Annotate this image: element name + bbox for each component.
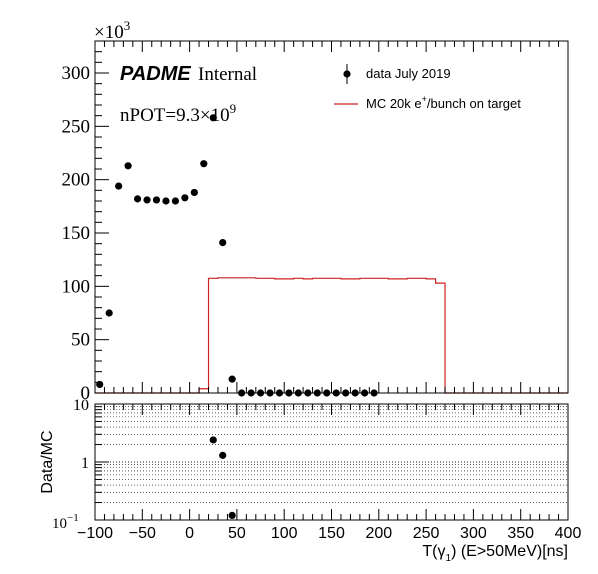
xtick-label: −100 (77, 525, 113, 542)
ratio-point (219, 451, 227, 459)
x-axis-label: T(γ1) (E>50MeV)[ns] (422, 543, 568, 564)
padme-label: PADME (120, 63, 191, 85)
xtick-label: 200 (365, 525, 392, 542)
xtick-label: −50 (129, 525, 156, 542)
data-point (209, 114, 217, 122)
xtick-label: 150 (318, 525, 345, 542)
main-ytick-label: 100 (62, 276, 91, 297)
ratio-point (209, 436, 217, 444)
data-points-group (96, 114, 378, 397)
ratio-ytick-label: 10 (73, 397, 89, 414)
data-point (219, 239, 227, 247)
ratio-ylabel: Data/MC (39, 430, 56, 493)
npot-label: nPOT=9.3×109 (120, 101, 236, 126)
data-point (171, 197, 180, 205)
legend-data-marker (343, 70, 351, 78)
data-point (162, 197, 170, 205)
legend-entry-mc: MC 20k e+/bunch on target (334, 94, 521, 111)
main-frame (94, 40, 569, 394)
legend: data July 2019 MC 20k e+/bunch on target (334, 64, 521, 111)
main-ytick-label: 0 (81, 383, 91, 404)
ratio-grid-lines (95, 403, 568, 503)
ratio-point (228, 511, 236, 520)
ratio-ytick-label: 1 (81, 455, 89, 472)
data-point (143, 196, 151, 204)
data-point (115, 182, 123, 190)
ratio-points-group (209, 436, 236, 520)
xtick-label: 250 (413, 525, 440, 542)
data-point (200, 160, 208, 168)
main-y-ticks: 0 50 100 150 200 250 300 (62, 51, 109, 404)
y-exponent-label: ×103 (94, 18, 130, 43)
xtick-label: 350 (507, 525, 534, 542)
ratio-x-ticks: −100 −50 0 50 100 150 200 250 300 350 400 (77, 404, 581, 542)
xtick-label: 400 (555, 525, 582, 542)
ratio-ytick-label-low: 10−1 (52, 512, 79, 532)
data-point (124, 162, 132, 170)
mc-histogram-step (95, 277, 568, 394)
main-x-ticks (94, 41, 569, 393)
main-ytick-label: 200 (62, 170, 91, 191)
main-plot-panel: 0 50 100 150 200 250 300 ×103 PADME Internal n… (62, 18, 569, 404)
xtick-label: 0 (185, 525, 194, 542)
data-point (152, 196, 161, 204)
data-point (181, 194, 189, 202)
internal-label: Internal (198, 64, 257, 85)
legend-mc-label: MC 20k e+/bunch on target (366, 94, 521, 111)
mc-step-line (95, 277, 568, 394)
ratio-plot-panel: 10 1 −100 −50 0 50 100 150 200 250 300 350 400 10−1… (39, 397, 581, 564)
data-point (228, 375, 236, 383)
xtick-label: 50 (228, 525, 246, 542)
legend-data-label: data July 2019 (366, 66, 451, 81)
data-point (190, 188, 198, 197)
data-point (105, 309, 113, 317)
main-ytick-label: 250 (62, 116, 91, 137)
main-ytick-label: 50 (71, 330, 90, 351)
ratio-y-ticks: 10 1 (73, 397, 109, 521)
main-ytick-label: 300 (62, 63, 91, 84)
legend-entry-data: data July 2019 (343, 64, 451, 84)
xtick-label: 100 (271, 525, 298, 542)
main-ytick-label: 150 (62, 223, 91, 244)
xtick-label: 300 (460, 525, 487, 542)
data-point (133, 195, 142, 203)
